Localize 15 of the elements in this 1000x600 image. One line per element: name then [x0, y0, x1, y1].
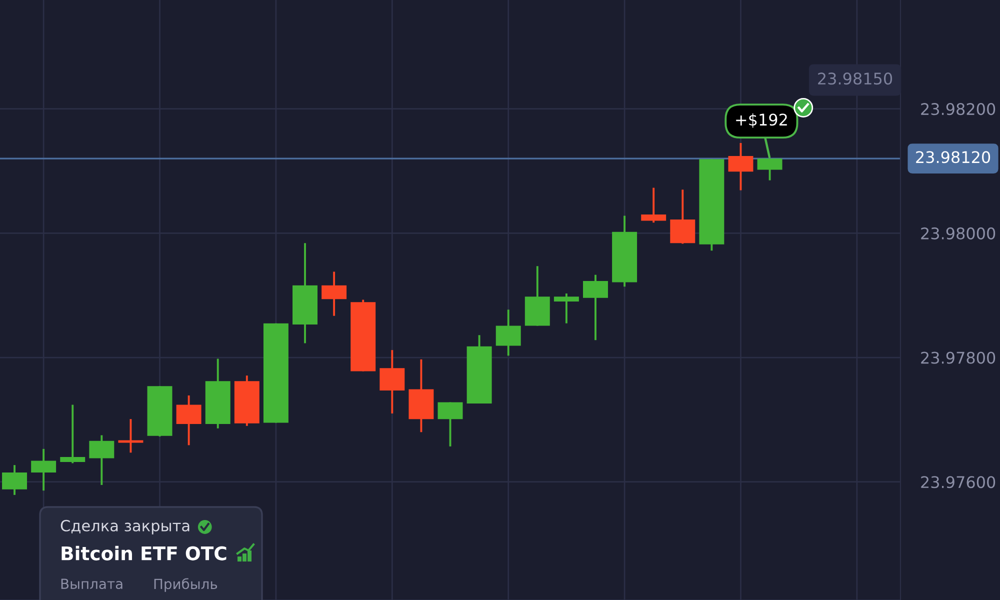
annotation: Bitcoin ETF OTC: [62, 546, 226, 560]
annotation: Выплата: [61, 578, 122, 590]
annotation: Сделка закрыта: [60, 520, 190, 534]
y-tick-label: 23.97600: [921, 476, 996, 488]
y-tick-label: 23.97800: [921, 352, 996, 364]
ref-line-label: 23.98120: [916, 151, 990, 164]
candlestick: [118, 418, 144, 454]
annotation: 23.98150: [818, 72, 892, 85]
candlestick: [554, 292, 579, 324]
annotation: Прибыль: [154, 578, 218, 592]
y-tick-label: 23.98200: [921, 103, 996, 116]
candlestick: [60, 404, 86, 464]
candlestick: [641, 186, 666, 224]
y-tick-label: 23.98000: [921, 227, 996, 240]
annotation: +$192: [736, 113, 787, 128]
